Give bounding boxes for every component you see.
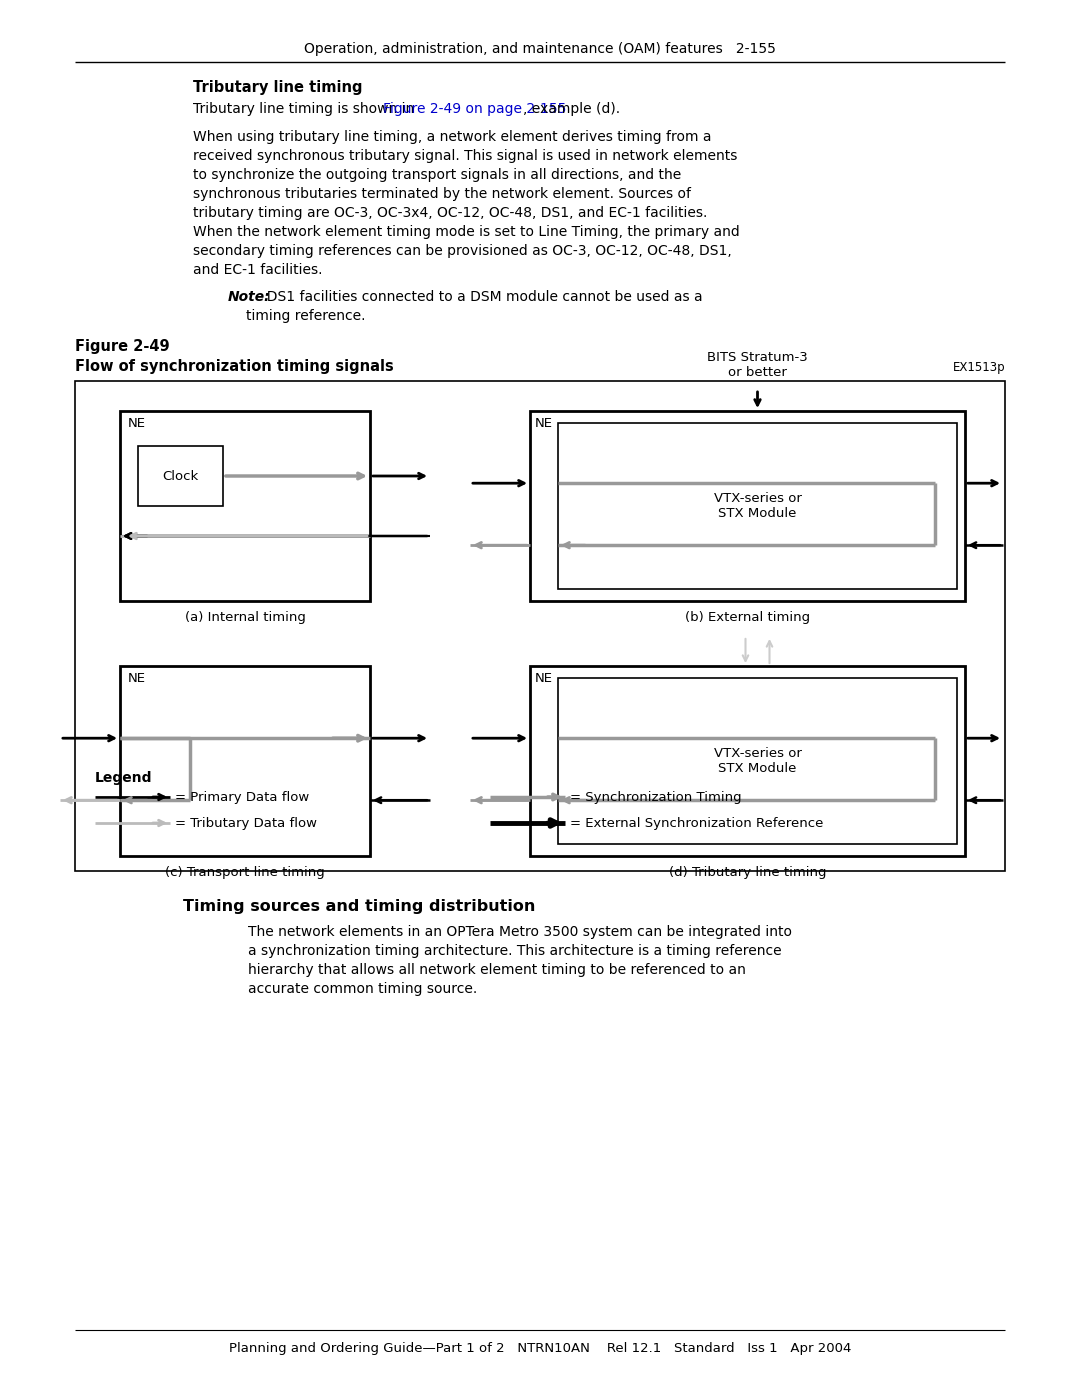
- Text: Clock: Clock: [162, 469, 199, 482]
- Text: , example (d).: , example (d).: [524, 102, 621, 116]
- Text: Tributary line timing is shown in: Tributary line timing is shown in: [193, 102, 419, 116]
- Bar: [530, 411, 966, 601]
- Text: secondary timing references can be provisioned as OC-3, OC-12, OC-48, DS1,: secondary timing references can be provi…: [193, 244, 732, 258]
- Text: to synchronize the outgoing transport signals in all directions, and the: to synchronize the outgoing transport si…: [193, 168, 681, 182]
- Text: Timing sources and timing distribution: Timing sources and timing distribution: [183, 900, 536, 914]
- Text: = Tributary Data flow: = Tributary Data flow: [175, 816, 318, 830]
- Text: Figure 2-49 on page 2-155: Figure 2-49 on page 2-155: [383, 102, 567, 116]
- Text: = Synchronization Timing: = Synchronization Timing: [570, 791, 742, 803]
- Text: Operation, administration, and maintenance (OAM) features   2-155: Operation, administration, and maintenan…: [305, 42, 775, 56]
- Text: Planning and Ordering Guide—Part 1 of 2   NTRN10AN    Rel 12.1   Standard   Iss : Planning and Ordering Guide—Part 1 of 2 …: [229, 1343, 851, 1355]
- Bar: [558, 678, 957, 844]
- Bar: [120, 411, 370, 601]
- Text: DS1 facilities connected to a DSM module cannot be used as a: DS1 facilities connected to a DSM module…: [258, 291, 703, 305]
- Text: (b) External timing: (b) External timing: [685, 610, 810, 624]
- Bar: [120, 666, 370, 856]
- Text: timing reference.: timing reference.: [246, 309, 365, 323]
- Text: (a) Internal timing: (a) Internal timing: [185, 610, 306, 624]
- Text: VTX-series or
STX Module: VTX-series or STX Module: [714, 747, 801, 775]
- Text: Legend: Legend: [95, 771, 152, 785]
- Bar: [75, 381, 1005, 870]
- Text: accurate common timing source.: accurate common timing source.: [248, 982, 477, 996]
- Text: NE: NE: [129, 672, 146, 685]
- Text: received synchronous tributary signal. This signal is used in network elements: received synchronous tributary signal. T…: [193, 149, 738, 163]
- Text: (d) Tributary line timing: (d) Tributary line timing: [669, 866, 826, 879]
- Text: hierarchy that allows all network element timing to be referenced to an: hierarchy that allows all network elemen…: [248, 963, 746, 977]
- Text: NE: NE: [535, 672, 553, 685]
- Text: When using tributary line timing, a network element derives timing from a: When using tributary line timing, a netw…: [193, 130, 712, 144]
- Text: Tributary line timing: Tributary line timing: [193, 80, 363, 95]
- Text: a synchronization timing architecture. This architecture is a timing reference: a synchronization timing architecture. T…: [248, 944, 782, 958]
- Bar: [530, 666, 966, 856]
- Bar: [138, 446, 222, 506]
- Text: Flow of synchronization timing signals: Flow of synchronization timing signals: [75, 359, 394, 374]
- Text: tributary timing are OC-3, OC-3x4, OC-12, OC-48, DS1, and EC-1 facilities.: tributary timing are OC-3, OC-3x4, OC-12…: [193, 205, 707, 219]
- Text: BITS Stratum-3
or better: BITS Stratum-3 or better: [707, 351, 808, 379]
- Text: synchronous tributaries terminated by the network element. Sources of: synchronous tributaries terminated by th…: [193, 187, 691, 201]
- Text: EX1513p: EX1513p: [953, 360, 1005, 374]
- Text: = Primary Data flow: = Primary Data flow: [175, 791, 309, 803]
- Text: When the network element timing mode is set to Line Timing, the primary and: When the network element timing mode is …: [193, 225, 740, 239]
- Text: = External Synchronization Reference: = External Synchronization Reference: [570, 816, 823, 830]
- Text: Note:: Note:: [228, 291, 271, 305]
- Text: The network elements in an OPTera Metro 3500 system can be integrated into: The network elements in an OPTera Metro …: [248, 925, 792, 939]
- Text: VTX-series or
STX Module: VTX-series or STX Module: [714, 492, 801, 520]
- Bar: [558, 423, 957, 590]
- Text: Figure 2-49: Figure 2-49: [75, 339, 170, 353]
- Text: NE: NE: [129, 416, 146, 430]
- Text: (c) Transport line timing: (c) Transport line timing: [165, 866, 325, 879]
- Text: NE: NE: [535, 416, 553, 430]
- Text: and EC-1 facilities.: and EC-1 facilities.: [193, 263, 323, 277]
